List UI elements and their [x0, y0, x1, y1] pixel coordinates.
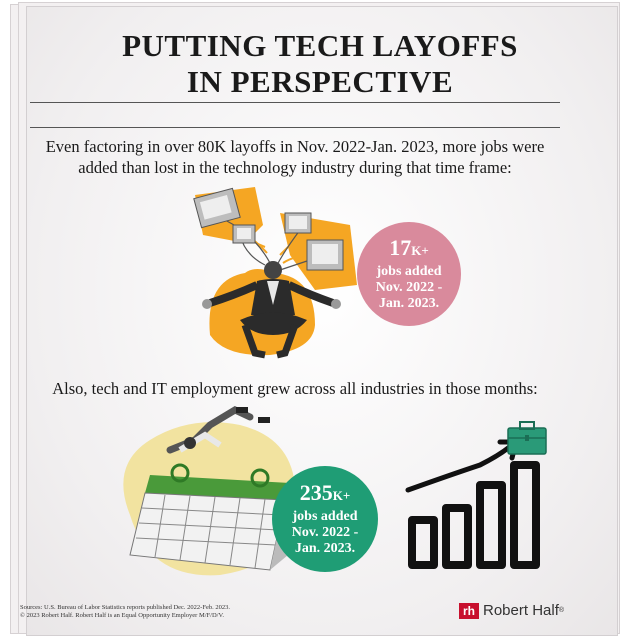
page-title: PUTTING TECH LAYOFFS IN PERSPECTIVE [0, 28, 640, 100]
intro-line-2: added than lost in the technology indust… [78, 158, 512, 177]
title-rule-bottom [30, 127, 560, 128]
robert-half-logo: rh Robert Half ® [459, 602, 564, 619]
stat2-caption-line-3: Jan. 2023. [294, 540, 356, 556]
stat2-suffix: K+ [332, 487, 351, 503]
stat2-caption: jobs added Nov. 2022 - Jan. 2023. [292, 509, 359, 557]
infographic-sheet [26, 6, 618, 636]
brand-name: Robert Half [483, 602, 559, 619]
stat2-number: 235 [299, 479, 333, 505]
stat1-number: 17 [389, 234, 412, 260]
footnote-line-1: Sources: U.S. Bureau of Labor Statistics… [20, 604, 230, 611]
growth-bars-illustration [405, 421, 547, 569]
stat2-caption-line-1: jobs added [292, 508, 358, 524]
intro-text: Even factoring in over 80K layoffs in No… [40, 136, 550, 178]
section-2-text: Also, tech and IT employment grew across… [52, 379, 538, 398]
title-line-2: IN PERSPECTIVE [186, 64, 454, 99]
footnote-line-2: © 2023 Robert Half. Robert Half is an Eq… [20, 612, 224, 619]
rh-logo-mark: rh [459, 602, 479, 619]
title-rule-top [30, 102, 560, 103]
intro-line-1: Even factoring in over 80K layoffs in No… [45, 137, 545, 156]
stat2-caption-line-2: Nov. 2022 - [291, 524, 359, 540]
source-footnote: Sources: U.S. Bureau of Labor Statistics… [20, 604, 230, 620]
meditating-man-illustration [193, 187, 357, 359]
calendar-jump-illustration [123, 406, 300, 576]
stat2-value: 235K+ [299, 479, 351, 507]
registered-mark: ® [558, 607, 565, 614]
stat-badge-all-industries: 235K+ jobs added Nov. 2022 - Jan. 2023. [272, 466, 378, 572]
stat1-caption: jobs added Nov. 2022 - Jan. 2023. [376, 264, 443, 312]
title-line-1: PUTTING TECH LAYOFFS [122, 28, 518, 63]
stat1-value: 17K+ [389, 234, 429, 262]
stat1-caption-line-3: Jan. 2023. [378, 295, 440, 311]
stat1-caption-line-2: Nov. 2022 - [375, 279, 443, 295]
stat1-suffix: K+ [411, 242, 429, 258]
stat-badge-tech-industry: 17K+ jobs added Nov. 2022 - Jan. 2023. [357, 222, 461, 326]
stat1-caption-line-1: jobs added [376, 263, 442, 279]
